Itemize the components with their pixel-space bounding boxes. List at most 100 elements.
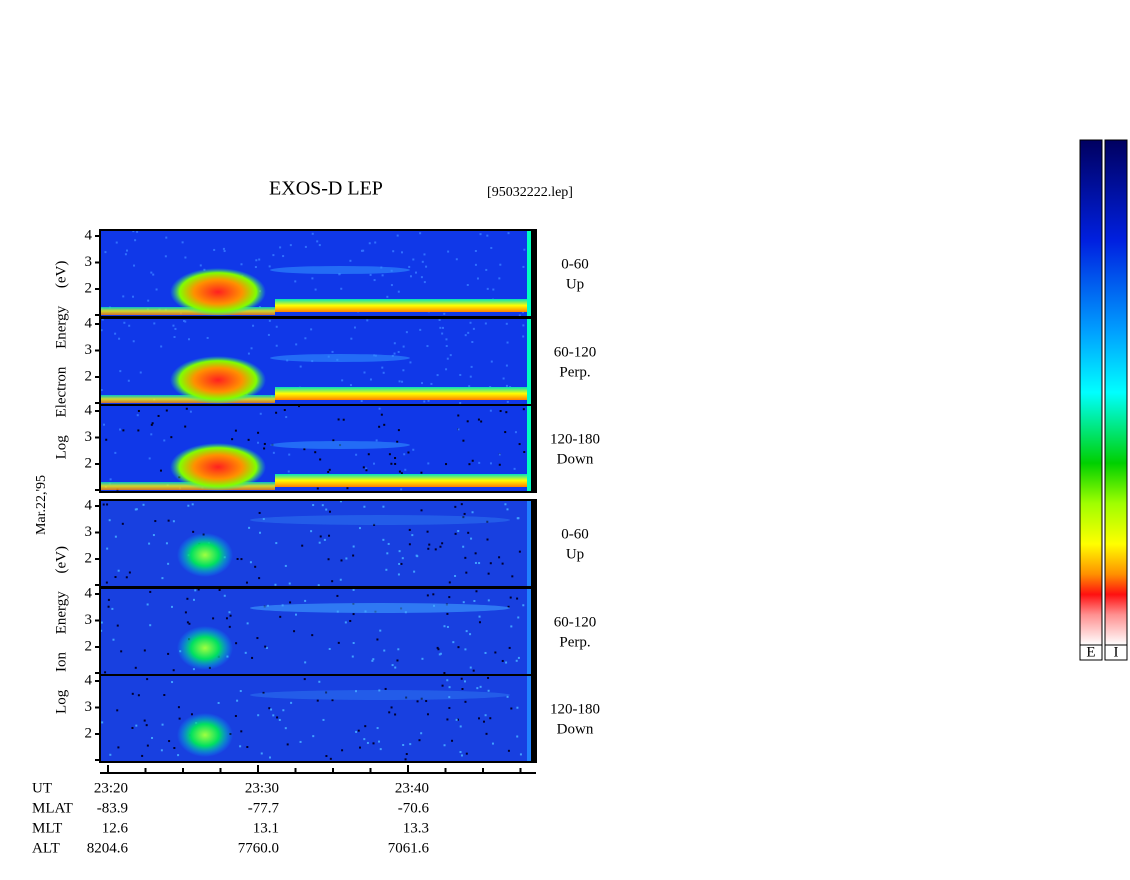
speckle [228,625,231,628]
speckle [231,438,234,441]
speckle [423,281,426,284]
speckle [276,716,279,719]
speckle [223,594,226,597]
speckle [415,554,418,557]
speckle [177,754,180,757]
edge [527,230,531,317]
speckle [478,461,481,464]
speckle [491,742,494,745]
band [100,482,275,490]
speckle [439,652,442,655]
speckle [346,487,349,490]
speckle [173,336,176,339]
speckle [400,251,403,254]
speckle [425,700,428,703]
speckle [454,532,457,535]
y-tick-label: 3 [85,342,93,358]
speckle [434,548,437,551]
speckle [132,230,135,233]
speckle [317,584,320,587]
speckle [385,568,388,571]
y-tick-label: 2 [85,550,93,566]
speckle [507,749,510,752]
speckle [474,561,477,564]
speckle [279,615,282,618]
speckle [441,542,444,545]
speckle [413,570,416,573]
speckle [400,488,403,491]
speckle [409,275,412,278]
speckle [498,453,501,456]
blob [177,713,233,757]
speckle [160,749,163,752]
speckle [360,249,363,252]
row-value: 23:30 [245,780,279,796]
speckle [255,259,258,262]
speckle [446,625,449,628]
speckle [499,410,502,413]
speckle [122,295,125,298]
speckle [363,738,366,741]
blob [250,515,510,525]
speckle [448,596,451,599]
speckle [102,503,105,506]
speckle [327,558,330,561]
speckle [332,439,335,442]
speckle [401,380,404,383]
speckle [150,423,153,426]
speckle [439,326,442,329]
speckle [427,399,430,402]
speckle [157,414,160,417]
speckle [477,418,480,421]
speckle [394,462,397,465]
speckle [109,478,112,481]
speckle [299,740,302,743]
speckle [462,439,465,442]
speckle [213,248,216,251]
electron-axis-label: Log Electron Energy (eV) [53,261,69,460]
colorbar-label: E [1086,644,1095,660]
speckle [426,594,429,597]
speckle [141,754,144,757]
direction-label: Down [557,721,594,737]
panels: 4 3 2 0-60 Up 4 3 2 60-120 Perp. 4 3 2 120-180 Down 4 3 2… [85,227,600,763]
speckle [284,727,287,730]
speckle [222,247,225,250]
speckle [172,324,175,327]
speckle [522,335,525,338]
speckle [161,577,164,580]
speckle [466,420,469,423]
speckle [352,642,355,645]
speckle [465,571,468,574]
speckle [447,250,450,253]
speckle [419,232,422,235]
speckle [299,365,302,368]
speckle [114,451,117,454]
speckle [489,409,492,412]
speckle [462,601,465,604]
speckle [419,328,422,331]
speckle [262,691,265,694]
speckle [114,576,117,579]
speckle [480,420,483,423]
speckle [114,332,117,335]
speckle [383,649,386,652]
speckle [462,516,465,519]
speckle [375,439,378,442]
speckle [341,749,344,752]
speckle [293,630,296,633]
speckle [312,735,315,738]
speckle [443,625,446,628]
speckle [310,328,313,331]
speckle [172,669,175,672]
speckle [275,325,278,328]
speckle [428,543,431,546]
speckle [116,709,119,712]
speckle [316,240,319,243]
speckle [133,264,136,267]
speckle [139,371,142,374]
speckle [149,624,152,627]
speckle [479,233,482,236]
speckle [506,400,509,403]
speckle [485,268,488,271]
